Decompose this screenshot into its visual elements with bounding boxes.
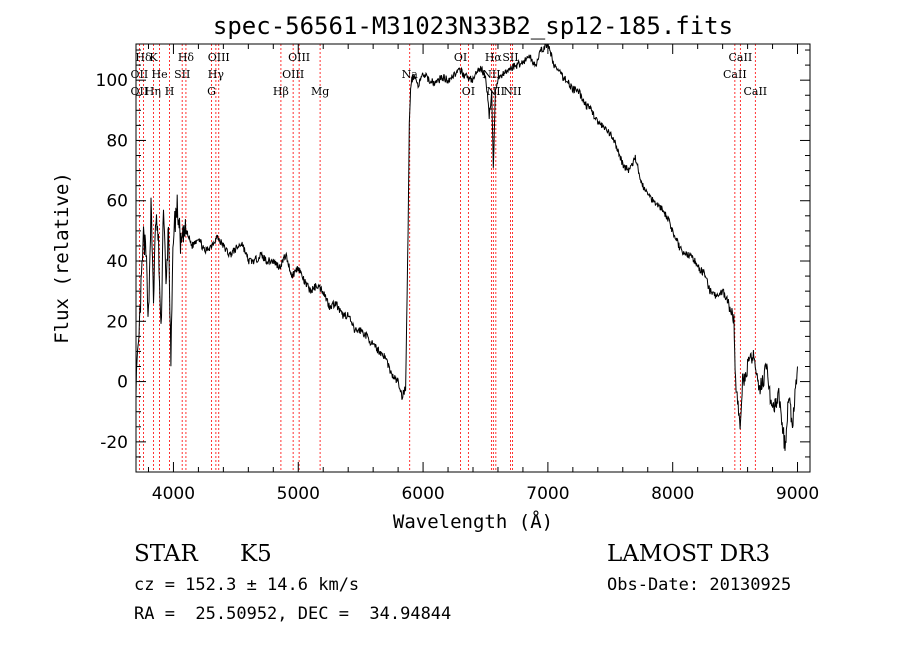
x-tick-label-5: 9000 xyxy=(776,484,819,504)
line-label-11: SII xyxy=(174,68,190,81)
y-tick-label-5: 80 xyxy=(106,131,128,151)
line-label-26: CaII xyxy=(743,85,767,98)
line-label-9: OII xyxy=(131,68,149,81)
line-label-23: OI xyxy=(462,85,475,98)
line-label-20: G xyxy=(207,85,216,98)
y-tick-label-6: 100 xyxy=(96,71,128,91)
x-axis-ticks: 4000 5000 6000 7000 8000 9000 xyxy=(147,44,819,504)
object-subclass: K5 xyxy=(240,541,272,567)
line-label-22: Mg xyxy=(311,85,329,98)
line-label-10: He xyxy=(152,68,168,81)
line-label-6: Hα xyxy=(485,51,503,64)
line-label-7: SII xyxy=(502,51,518,64)
y-tick-label-0: -20 xyxy=(100,433,128,453)
object-class: STAR xyxy=(134,541,198,567)
line-label-13: OIII xyxy=(282,68,304,81)
x-tick-label-1: 5000 xyxy=(277,484,320,504)
redshift-cz: cz = 152.3 ± 14.6 km/s xyxy=(134,575,359,595)
survey-name: LAMOST DR3 xyxy=(607,541,770,567)
line-label-15: NII xyxy=(482,68,500,81)
line-label-1: K xyxy=(149,51,158,64)
chart-title: spec-56561-M31023N33B2_sp12-185.fits xyxy=(213,12,733,40)
spectral-line-markers xyxy=(138,44,756,472)
x-axis-label: Wavelength (Å) xyxy=(393,510,553,533)
observation-date: Obs-Date: 20130925 xyxy=(607,575,791,595)
y-axis-label: Flux (relative) xyxy=(51,172,73,344)
line-label-25: NII xyxy=(503,85,521,98)
line-label-4: OIII xyxy=(288,51,310,64)
line-label-3: OIII xyxy=(208,51,230,64)
line-label-17: OII xyxy=(131,85,149,98)
line-label-19: H xyxy=(165,85,175,98)
ra-dec: RA = 25.50952, DEC = 34.94844 xyxy=(134,604,451,624)
line-label-18: Hη xyxy=(145,85,161,98)
y-tick-label-1: 0 xyxy=(117,373,128,393)
line-label-16: CaII xyxy=(723,68,747,81)
y-axis-ticks: -20 0 20 40 60 80 100 xyxy=(96,49,810,458)
y-tick-label-4: 60 xyxy=(106,192,128,212)
plot-frame xyxy=(135,43,811,473)
y-tick-label-2: 20 xyxy=(106,312,128,332)
x-tick-label-0: 4000 xyxy=(152,484,195,504)
line-label-5: OI xyxy=(454,51,467,64)
line-label-8: CaII xyxy=(729,51,753,64)
y-tick-label-3: 40 xyxy=(106,252,128,272)
x-tick-label-3: 7000 xyxy=(526,484,569,504)
spectrum-line xyxy=(136,44,798,451)
x-tick-label-4: 8000 xyxy=(651,484,694,504)
line-label-2: Hδ xyxy=(178,51,195,64)
x-tick-label-2: 6000 xyxy=(401,484,444,504)
line-label-21: Hβ xyxy=(273,85,289,98)
spectrum-series xyxy=(136,44,798,451)
line-label-0: Hδ xyxy=(135,51,152,64)
line-label-12: Hγ xyxy=(208,68,225,81)
